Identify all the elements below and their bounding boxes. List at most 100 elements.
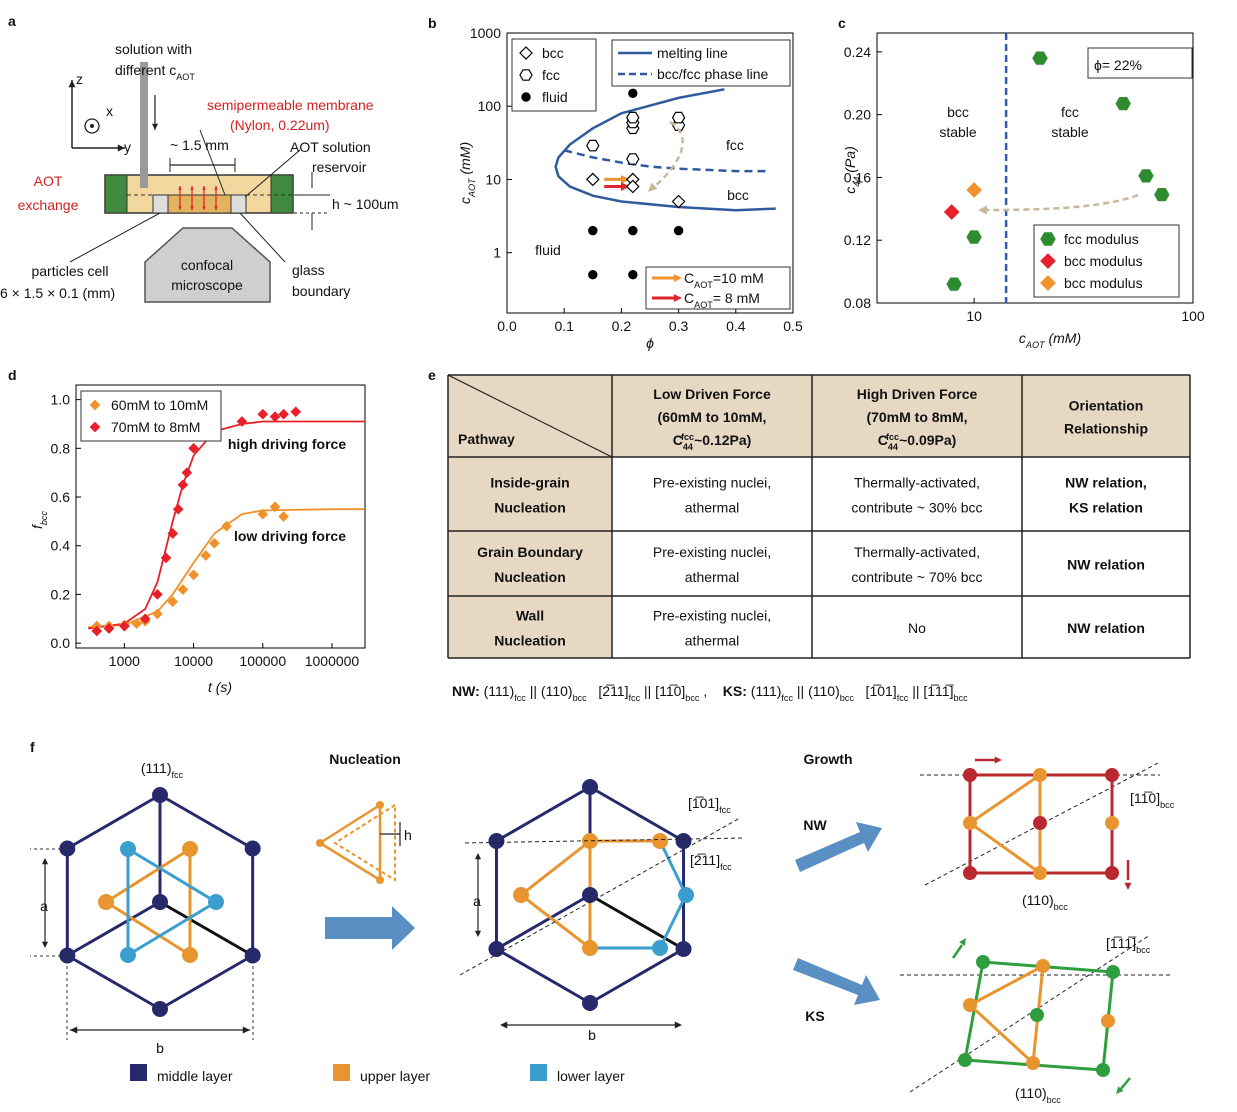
text-part: fcc bbox=[629, 693, 641, 703]
legend-box bbox=[80, 390, 222, 442]
point bbox=[1032, 51, 1048, 65]
label: AOT solution bbox=[290, 139, 371, 155]
label: boundary bbox=[292, 283, 350, 299]
region-label: fluid bbox=[535, 242, 561, 258]
arrow-head bbox=[117, 144, 125, 152]
text-part: c bbox=[457, 197, 473, 204]
text-part: fcc bbox=[514, 693, 526, 703]
lattice-bond bbox=[319, 841, 381, 882]
legend-label: bcc modulus bbox=[1064, 275, 1143, 291]
lattice-site bbox=[513, 887, 529, 903]
x-axis-label: t (s) bbox=[208, 679, 232, 695]
label: Growth bbox=[804, 751, 853, 767]
text-part: fcc bbox=[681, 432, 694, 442]
text-part: || (110) bbox=[526, 683, 573, 699]
arrow-head bbox=[474, 930, 482, 937]
x-tick-label: 10 bbox=[966, 308, 982, 324]
table-cell: Pre-existing nuclei, bbox=[653, 608, 771, 624]
arrow-head bbox=[41, 858, 49, 865]
point bbox=[177, 584, 189, 595]
panel-label: d bbox=[8, 367, 17, 383]
label: AOT bbox=[34, 173, 63, 189]
text-part: bcc bbox=[39, 511, 49, 526]
table-cell: NW relation bbox=[1067, 557, 1145, 573]
point bbox=[89, 399, 101, 411]
label: h ~ 100um bbox=[332, 196, 399, 212]
arrow-head bbox=[620, 182, 630, 191]
label: NW bbox=[803, 817, 827, 833]
label: microscope bbox=[171, 277, 243, 293]
point bbox=[521, 92, 531, 102]
label: [1̅11̅]bcc bbox=[1106, 935, 1151, 955]
legend-label: bcc/fcc phase line bbox=[657, 66, 768, 82]
point bbox=[586, 139, 600, 152]
table-cell: NW relation bbox=[1067, 620, 1145, 636]
lattice-bond bbox=[963, 961, 985, 1061]
y-tick-label: 100 bbox=[478, 98, 502, 114]
table-cell: Nucleation bbox=[494, 500, 566, 516]
lattice-site bbox=[1036, 959, 1050, 973]
table-header: (70mM to 8mM, bbox=[866, 409, 967, 425]
point bbox=[167, 596, 179, 608]
lattice-bond bbox=[66, 954, 161, 1011]
point bbox=[1040, 253, 1056, 269]
x-tick-label: 0.0 bbox=[497, 318, 517, 334]
y-tick-label: 10 bbox=[485, 171, 501, 187]
table-diagonal bbox=[447, 374, 613, 458]
legend-label: lower layer bbox=[557, 1068, 625, 1084]
lattice-site bbox=[152, 894, 168, 910]
line bbox=[589, 893, 685, 951]
text-part: bcc bbox=[1136, 945, 1151, 955]
lattice-site bbox=[582, 887, 598, 903]
lattice-site bbox=[675, 833, 692, 849]
label: [1̅01]fcc bbox=[688, 795, 731, 815]
point bbox=[1138, 169, 1154, 183]
point bbox=[588, 270, 598, 280]
point bbox=[257, 408, 269, 420]
lattice-site bbox=[976, 955, 990, 969]
table-cell: contribute ~ 70% bcc bbox=[851, 569, 982, 585]
y-tick-label: 0.24 bbox=[844, 44, 871, 60]
annotation: low driving force bbox=[234, 528, 346, 544]
text-part: fcc bbox=[171, 770, 183, 780]
arrow-head bbox=[978, 205, 988, 215]
x-tick-label: 0.3 bbox=[669, 318, 689, 334]
lattice-site bbox=[152, 1001, 168, 1017]
axis-label: x bbox=[106, 103, 113, 119]
lattice-bond bbox=[589, 947, 685, 1005]
glass bbox=[152, 194, 169, 214]
arrow-head bbox=[673, 274, 682, 282]
label: b bbox=[156, 1040, 164, 1056]
point bbox=[221, 520, 232, 532]
text-part: bcc bbox=[1047, 1095, 1062, 1105]
text-part: 44 bbox=[852, 177, 862, 187]
table-header: Relationship bbox=[1064, 421, 1148, 437]
arrow-head bbox=[68, 80, 76, 88]
table-cell: Pre-existing nuclei, bbox=[653, 475, 771, 491]
point bbox=[119, 620, 130, 632]
legend-label: melting line bbox=[657, 45, 728, 61]
label: b bbox=[588, 1027, 596, 1043]
point bbox=[628, 225, 638, 236]
lattice-site bbox=[1101, 1014, 1115, 1028]
line bbox=[239, 212, 286, 263]
text-part: 44 bbox=[683, 442, 694, 452]
text-part: bcc bbox=[1054, 902, 1069, 912]
label: h bbox=[404, 827, 412, 843]
table-header: C44fcc~0.09Pa) bbox=[878, 432, 957, 452]
text-part: bcc bbox=[953, 693, 968, 703]
line bbox=[159, 900, 254, 957]
point bbox=[167, 528, 179, 539]
text-part: (mM) bbox=[457, 142, 473, 179]
text-part: (111) bbox=[141, 760, 172, 776]
table-cell: Pre-existing nuclei, bbox=[653, 544, 771, 560]
lattice-site bbox=[963, 998, 977, 1012]
arrow-head bbox=[242, 1026, 250, 1034]
lattice-bond bbox=[968, 1003, 1035, 1065]
panel-label: c bbox=[838, 15, 846, 31]
table-header: (60mM to 10mM, bbox=[658, 409, 767, 425]
panel-label: b bbox=[428, 15, 437, 31]
text-part: (110) bbox=[1015, 1085, 1047, 1101]
arrow-head bbox=[500, 1021, 508, 1029]
arrow-head bbox=[70, 1026, 78, 1034]
